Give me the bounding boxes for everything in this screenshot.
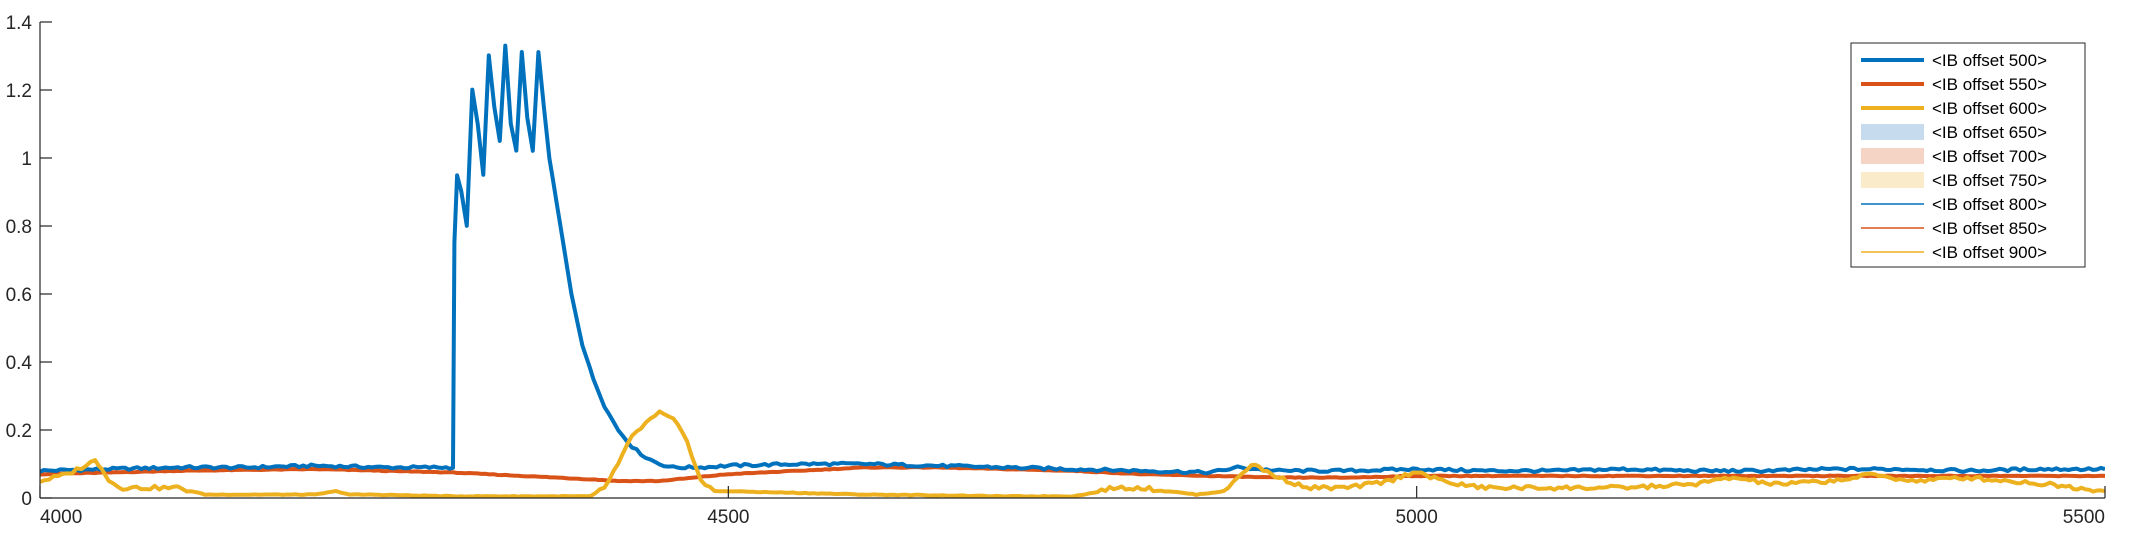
- y-tick-label: 0.4: [6, 353, 33, 374]
- legend-label: <IB offset 550>: [1932, 75, 2047, 94]
- legend-label: <IB offset 750>: [1932, 171, 2047, 190]
- legend-label: <IB offset 600>: [1932, 99, 2047, 118]
- axes: 4000 4500 5000 5500 0 0.2 0.4 0.6 0.8 1 1.2 1.4: [6, 13, 2106, 528]
- y-tick-label: 1.2: [6, 81, 32, 102]
- series-line-0: [40, 43, 2105, 476]
- plot-area: [40, 43, 2105, 498]
- legend-label: <IB offset 850>: [1932, 219, 2047, 238]
- legend-label: <IB offset 650>: [1932, 123, 2047, 142]
- y-tick-label: 0.8: [6, 217, 32, 238]
- x-tick-label: 5000: [1396, 507, 1438, 528]
- y-tick-label: 1: [21, 149, 32, 170]
- y-tick-label: 1.4: [6, 13, 33, 34]
- legend-label: <IB offset 700>: [1932, 147, 2047, 166]
- legend-label: <IB offset 900>: [1932, 243, 2047, 262]
- x-tick-label: 5500: [2063, 507, 2105, 528]
- legend-swatch: [1861, 148, 1924, 164]
- legend: <IB offset 500> <IB offset 550> <IB offset…: [1850, 42, 2086, 268]
- y-tick-label: 0.2: [6, 421, 32, 442]
- y-tick-label: 0.6: [6, 285, 32, 306]
- legend-label: <IB offset 500>: [1932, 51, 2047, 70]
- legend-swatch: [1861, 124, 1924, 140]
- series-line-2: [40, 409, 2105, 498]
- x-tick-label: 4500: [707, 507, 749, 528]
- legend-swatch: [1861, 172, 1924, 188]
- x-tick-label: 4000: [40, 507, 82, 528]
- y-tick-label: 0: [21, 489, 32, 510]
- legend-label: <IB offset 800>: [1932, 195, 2047, 214]
